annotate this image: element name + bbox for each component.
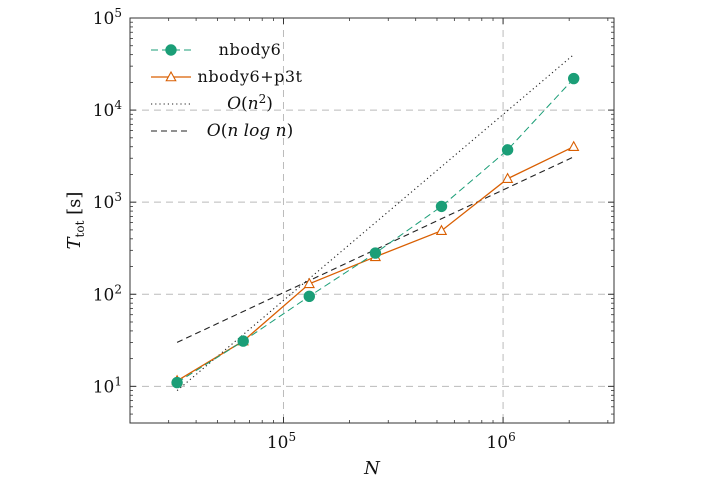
- y-tick-label: 103: [93, 190, 122, 213]
- data-point-0: [568, 72, 580, 85]
- data-point-0: [501, 144, 514, 156]
- legend-label-1: nbody6+p3t: [198, 67, 303, 86]
- data-point-1: [435, 224, 448, 236]
- data-point-0: [171, 376, 183, 389]
- x-axis-title: N: [363, 458, 381, 479]
- data-point-0: [435, 200, 448, 213]
- legend-label-2: O(n2): [227, 92, 273, 114]
- y-tick-label: 105: [93, 6, 122, 29]
- y-axis-title: Ttot [s]: [64, 192, 87, 250]
- legend-marker-1: [165, 70, 177, 82]
- data-point-1: [303, 277, 315, 289]
- reference-lines: [176, 54, 575, 392]
- legend-label-3: O(n log n): [207, 121, 293, 141]
- data-point-1: [568, 140, 580, 152]
- data-point-1: [501, 172, 514, 183]
- y-tick-label: 101: [93, 374, 122, 397]
- series-layer: [171, 72, 580, 389]
- data-point-0: [237, 335, 249, 347]
- series-line-3: [176, 156, 574, 343]
- data-point-0: [369, 247, 382, 259]
- x-tick-label: 105: [267, 430, 296, 453]
- legend-marker-0: [165, 44, 177, 56]
- y-tick-label: 104: [93, 98, 123, 121]
- legend: nbody6 nbody6+p3t O(n2) O(n log n): [151, 40, 303, 141]
- x-tick-label: 106: [486, 430, 515, 453]
- data-point-0: [303, 290, 315, 303]
- series-line-2: [176, 54, 575, 392]
- legend-label-0: nbody6: [219, 40, 282, 59]
- plot-frame: [129, 17, 615, 424]
- axis-ticks: [130, 17, 614, 423]
- y-tick-label: 102: [93, 282, 122, 305]
